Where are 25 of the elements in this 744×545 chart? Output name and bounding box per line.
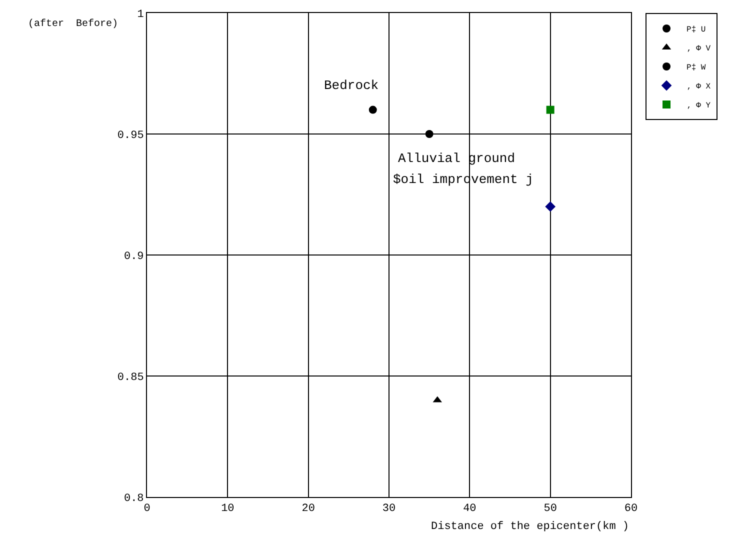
x-tick-label: 10 <box>221 503 234 516</box>
y-tick-label: 1 <box>137 8 144 21</box>
x-tick-label: 50 <box>544 503 557 516</box>
legend-label: ‚ Φ Y <box>686 102 711 111</box>
point <box>545 201 556 212</box>
y-tick-label: 0.9 <box>124 250 144 263</box>
y-tick-label: 0.95 <box>117 130 144 142</box>
y-tick-label: 0.85 <box>117 372 144 384</box>
x-tick-label: 30 <box>382 503 396 516</box>
x-tick-label: 40 <box>463 503 476 516</box>
legend-label: ‚ Φ V <box>686 44 711 54</box>
y-tick-label: 0.8 <box>124 492 144 505</box>
legend-label: P‡ W <box>686 64 706 73</box>
point <box>546 106 554 114</box>
annotation: Bedrock <box>324 78 379 93</box>
y-axis-title: (after Before) <box>28 18 118 30</box>
point <box>368 106 377 114</box>
x-axis-title: Distance of the epicenter(km ) <box>431 521 630 533</box>
legend-label: P‡ U <box>686 26 706 35</box>
x-tick-label: 60 <box>624 503 638 516</box>
x-tick-label: 20 <box>302 503 315 516</box>
x-tick-label: 0 <box>144 503 150 516</box>
legend-label: ‚ Φ X <box>686 82 711 92</box>
point <box>425 130 434 138</box>
annotation: Alluvial ground <box>398 151 516 166</box>
